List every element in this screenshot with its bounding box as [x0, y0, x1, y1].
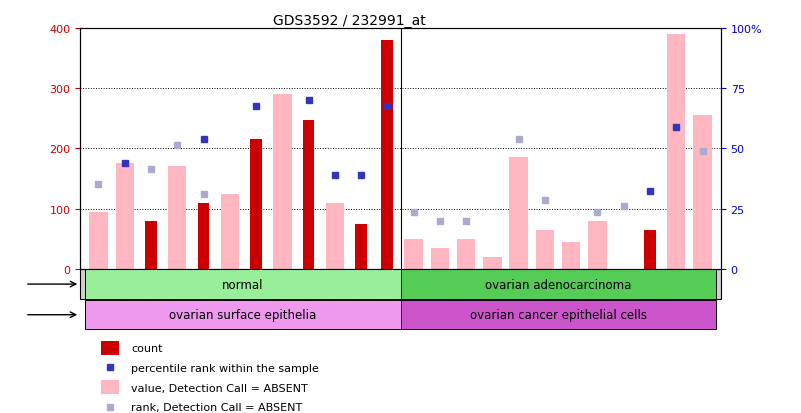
- Bar: [89, 212, 107, 269]
- Bar: [145, 221, 157, 269]
- Bar: [326, 203, 344, 269]
- Bar: [220, 194, 239, 269]
- FancyBboxPatch shape: [400, 270, 715, 299]
- Bar: [588, 221, 606, 269]
- Text: normal: normal: [222, 278, 264, 291]
- Bar: [509, 158, 528, 269]
- Bar: [405, 239, 423, 269]
- Bar: [457, 239, 475, 269]
- Bar: [101, 341, 119, 355]
- Text: value, Detection Call = ABSENT: value, Detection Call = ABSENT: [131, 383, 308, 393]
- Bar: [273, 95, 292, 269]
- Bar: [431, 248, 449, 269]
- Bar: [483, 257, 501, 269]
- Text: count: count: [131, 343, 163, 354]
- Bar: [381, 41, 393, 269]
- Bar: [536, 230, 554, 269]
- Text: ovarian adenocarcinoma: ovarian adenocarcinoma: [485, 278, 631, 291]
- Bar: [562, 242, 581, 269]
- Bar: [115, 164, 134, 269]
- Bar: [694, 116, 712, 269]
- Text: rank, Detection Call = ABSENT: rank, Detection Call = ABSENT: [131, 402, 303, 412]
- Bar: [355, 224, 367, 269]
- Text: ovarian surface epithelia: ovarian surface epithelia: [169, 309, 316, 321]
- Title: GDS3592 / 232991_at: GDS3592 / 232991_at: [273, 14, 425, 28]
- Text: ovarian cancer epithelial cells: ovarian cancer epithelial cells: [469, 309, 646, 321]
- Bar: [303, 121, 315, 269]
- Bar: [101, 380, 119, 394]
- Bar: [168, 167, 187, 269]
- FancyBboxPatch shape: [400, 300, 715, 330]
- Bar: [644, 230, 656, 269]
- Bar: [250, 140, 262, 269]
- FancyBboxPatch shape: [86, 300, 400, 330]
- Bar: [198, 203, 209, 269]
- FancyBboxPatch shape: [86, 270, 400, 299]
- Bar: [667, 35, 686, 269]
- Text: percentile rank within the sample: percentile rank within the sample: [131, 363, 320, 373]
